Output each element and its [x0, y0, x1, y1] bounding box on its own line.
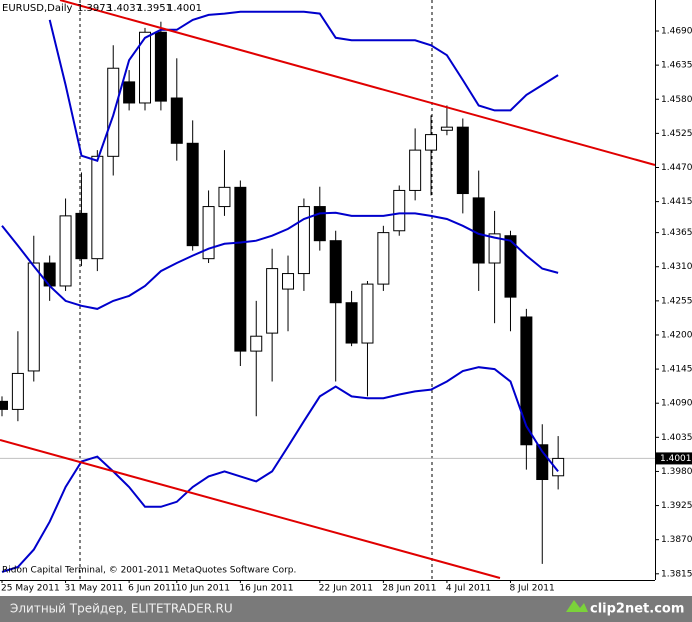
candle-body — [234, 186, 247, 352]
header-low: 1.3951 — [137, 3, 172, 14]
candle-body — [218, 186, 231, 208]
candle-body — [552, 457, 565, 477]
candle-body — [313, 206, 326, 242]
y-tick-label: 1.4365 — [661, 228, 692, 238]
y-tick-label: 1.4255 — [661, 296, 692, 306]
band-line — [48, 10, 559, 162]
candle-body — [297, 206, 310, 275]
y-tick-label: 1.4310 — [661, 262, 692, 272]
y-tick-label: 1.4470 — [661, 163, 692, 173]
x-tick-label: 25 May 2011 — [1, 584, 60, 594]
candle-body — [282, 273, 295, 290]
candle-body — [409, 149, 422, 191]
header-close: 1.4001 — [167, 3, 202, 14]
x-tick-label: 6 Jun 2011 — [128, 584, 176, 594]
x-tick-label: 22 Jun 2011 — [319, 584, 373, 594]
clip2net-logo: clip2net.com — [566, 600, 684, 617]
background — [0, 0, 692, 596]
y-tick-label: 1.4525 — [661, 129, 692, 139]
candle-body — [472, 197, 485, 264]
candle-body — [250, 335, 263, 352]
candle-body — [504, 235, 517, 298]
band-line — [1, 211, 559, 310]
symbol: EURUSD,Daily — [2, 3, 73, 14]
candle-body — [361, 283, 374, 344]
plot-area — [0, 10, 655, 573]
footer-site: Элитный Трейдер, ELITETRADER.RU — [10, 602, 233, 616]
x-tick-label: 8 Jul 2011 — [509, 584, 554, 594]
candle-body — [123, 81, 136, 104]
x-tick-label: 10 Jun 2011 — [176, 584, 230, 594]
x-tick-label: 16 Jun 2011 — [239, 584, 293, 594]
candle-body — [440, 126, 453, 131]
candle-body — [75, 212, 88, 260]
y-tick-label: 1.3980 — [661, 467, 692, 477]
candle-body — [11, 372, 24, 410]
y-tick-label: 1.4090 — [661, 399, 692, 409]
candle-body — [456, 126, 469, 195]
y-tick-label: 1.4690 — [661, 27, 692, 37]
candle-body — [59, 215, 72, 287]
logo-text: clip2net.com — [590, 602, 684, 617]
candle-body — [186, 142, 199, 247]
candle-body — [91, 155, 104, 260]
candle-body — [329, 240, 342, 304]
y-tick-label: 1.4580 — [661, 95, 692, 105]
y-tick-label: 1.4635 — [661, 61, 692, 71]
candle-body — [170, 97, 183, 144]
candle-body — [139, 31, 152, 104]
y-tick-label: 1.3870 — [661, 535, 692, 545]
y-tick-label: 1.4145 — [661, 365, 692, 375]
candle-body — [266, 268, 279, 334]
candle-body — [0, 400, 8, 410]
candle-body — [488, 233, 501, 264]
header-high: 1.4037 — [107, 3, 142, 14]
candle-body — [154, 31, 167, 102]
x-tick-label: 28 Jun 2011 — [382, 584, 436, 594]
candle-body — [393, 189, 406, 232]
current-price-label: 1.4001 — [660, 454, 692, 464]
band-line — [1, 366, 559, 573]
current-price-box — [656, 452, 692, 465]
x-tick-label: 31 May 2011 — [65, 584, 124, 594]
candle-body — [27, 262, 40, 372]
candle-body — [520, 316, 533, 446]
candle-body — [202, 206, 215, 260]
y-tick-label: 1.4200 — [661, 330, 692, 340]
copyright: Ridon Capital Terminal, © 2001-2011 Meta… — [2, 566, 296, 576]
header-open: 1.3973 — [77, 3, 112, 14]
candle-body — [536, 444, 549, 481]
y-tick-label: 1.3815 — [661, 569, 692, 579]
logo-icon — [566, 600, 588, 612]
trend-line — [0, 439, 501, 579]
y-tick-label: 1.3925 — [661, 501, 692, 511]
candle-body — [425, 134, 438, 151]
candle-body — [377, 232, 390, 285]
x-tick-label: 4 Jul 2011 — [446, 584, 491, 594]
y-tick-label: 1.4415 — [661, 197, 692, 207]
trend-line — [59, 0, 656, 166]
y-tick-label: 1.4035 — [661, 433, 692, 443]
candle-body — [345, 302, 358, 344]
